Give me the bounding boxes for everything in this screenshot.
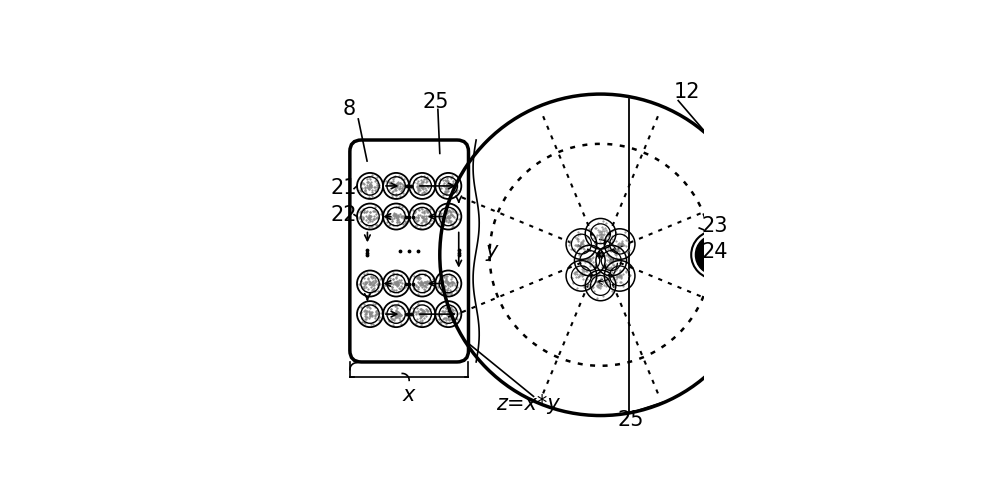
Text: 12: 12 (673, 82, 700, 102)
Text: z=x*y: z=x*y (496, 394, 560, 414)
Text: 8: 8 (342, 99, 355, 119)
Text: y: y (486, 241, 498, 261)
Circle shape (695, 235, 735, 275)
Text: 22: 22 (330, 205, 357, 226)
Text: 24: 24 (701, 242, 728, 262)
Text: 25: 25 (618, 410, 644, 430)
Text: x: x (403, 385, 415, 405)
Text: 23: 23 (701, 216, 728, 236)
Text: 25: 25 (423, 92, 449, 112)
Text: 21: 21 (330, 178, 357, 198)
